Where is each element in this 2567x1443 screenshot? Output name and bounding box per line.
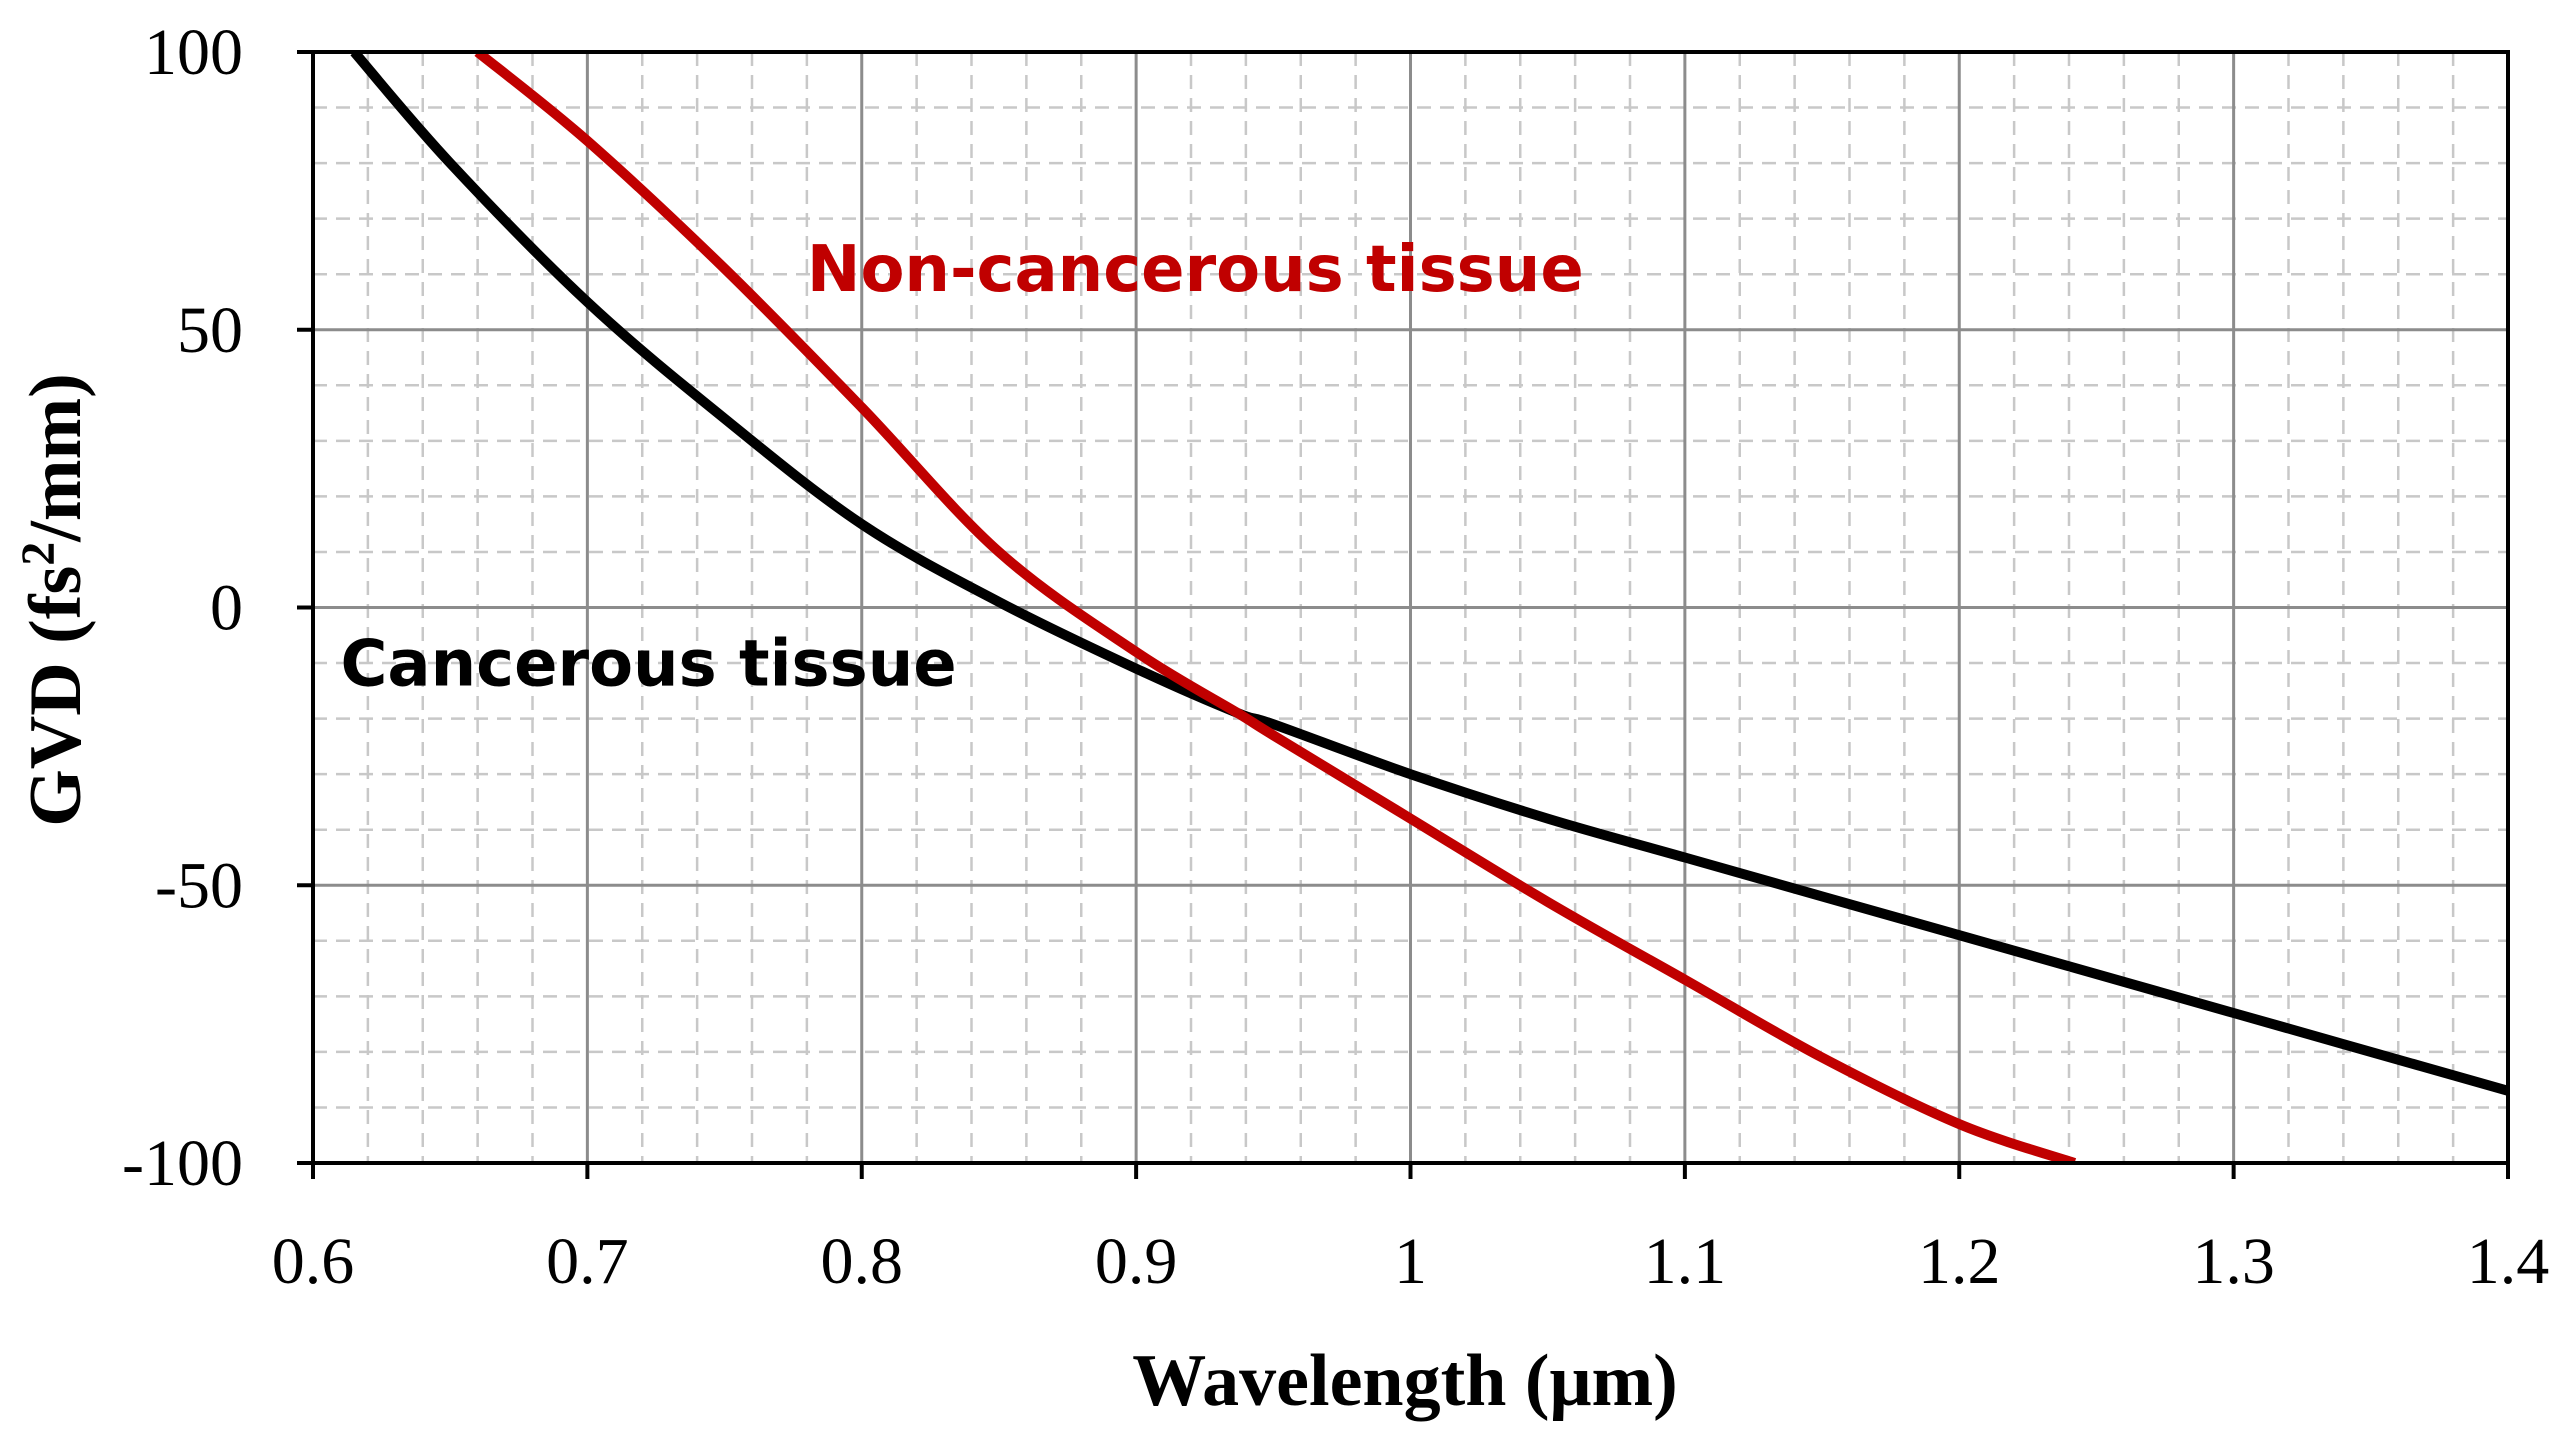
x-tick-label: 1.3	[2192, 1225, 2275, 1298]
x-tick-label: 1.1	[1644, 1225, 1727, 1298]
x-tick-label: 0.6	[272, 1225, 355, 1298]
major-gridlines	[313, 52, 2508, 1163]
x-axis-tick-labels: 0.6 0.7 0.8 0.9 1 1.1 1.2 1.3 1.4	[272, 1225, 2550, 1298]
x-tick-label: 0.9	[1095, 1225, 1178, 1298]
y-tick-label: -100	[122, 1127, 243, 1200]
x-tick-label: 0.7	[546, 1225, 629, 1298]
x-tick-label: 0.8	[821, 1225, 904, 1298]
y-tick-label: 50	[177, 294, 243, 367]
x-tick-label: 1.4	[2467, 1225, 2550, 1298]
annotation-non-cancerous-tissue: Non-cancerous tissue	[807, 233, 1584, 307]
annotation-layer: Non-cancerous tissue Cancerous tissue	[340, 233, 1583, 701]
series-layer	[350, 52, 2508, 1163]
y-axis-tick-labels: 100 50 0 -50 -100	[122, 16, 243, 1200]
annotation-cancerous-tissue: Cancerous tissue	[340, 627, 956, 701]
y-axis-title-superscript: 2	[12, 542, 65, 566]
y-axis-title-suffix: /mm)	[15, 373, 97, 543]
axis-ticks	[297, 50, 2510, 1179]
x-axis-title: Wavelength (μm)	[1132, 1340, 1678, 1422]
x-tick-label: 1	[1394, 1225, 1427, 1298]
y-axis-title-prefix: GVD (fs	[15, 566, 97, 827]
series-line-non-cancerous-tissue	[474, 52, 2077, 1163]
y-tick-label: 0	[210, 572, 243, 645]
y-axis-title: GVD (fs2/mm)	[12, 373, 98, 827]
series-line-cancerous-tissue	[350, 52, 2508, 1096]
y-tick-label: 100	[144, 16, 243, 89]
y-tick-label: -50	[155, 849, 243, 922]
x-tick-label: 1.2	[1918, 1225, 2001, 1298]
